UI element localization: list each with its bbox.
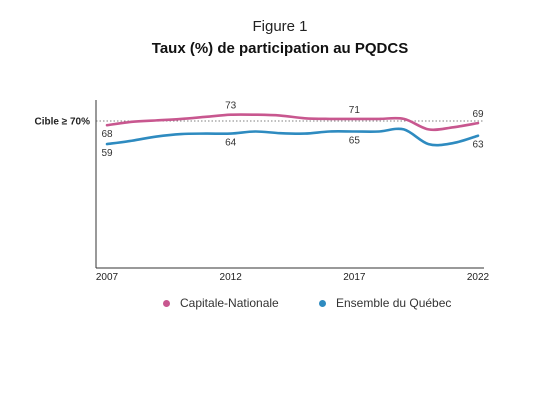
data-label-ensemble-du-quebec: 63 (472, 140, 484, 151)
series-line-ensemble-du-quebec (105, 127, 480, 147)
data-label-ensemble-du-quebec: 59 (101, 148, 113, 159)
x-tick-label: 2012 (220, 272, 243, 283)
legend-swatch-capitale-nationale (163, 299, 170, 307)
legend: Capitale-Nationale Ensemble du Québec (0, 296, 560, 314)
series-layer (105, 113, 480, 147)
figure-label: Figure 1 (252, 18, 308, 35)
data-label-capitale-nationale: 68 (101, 129, 113, 140)
data-labels: 68 73 71 69 59 64 65 63 (101, 101, 484, 159)
data-label-capitale-nationale: 71 (349, 105, 361, 116)
legend-item-ensemble-du-quebec: Ensemble du Québec (319, 296, 451, 310)
x-tick-label: 2022 (467, 272, 490, 283)
x-axis-ticks: 2007 2012 2017 2022 (96, 272, 490, 283)
chart-title: Taux (%) de participation au PQDCS (151, 40, 409, 57)
legend-swatch-ensemble-du-quebec (319, 299, 326, 307)
data-label-ensemble-du-quebec: 64 (225, 138, 237, 149)
x-tick-label: 2007 (96, 272, 119, 283)
data-label-capitale-nationale: 69 (472, 109, 484, 120)
x-tick-label: 2017 (343, 272, 366, 283)
legend-item-capitale-nationale: Capitale-Nationale (163, 296, 279, 310)
legend-label-ensemble-du-quebec: Ensemble du Québec (336, 296, 452, 310)
axes (95, 100, 484, 269)
data-label-capitale-nationale: 73 (225, 101, 237, 112)
legend-label-capitale-nationale: Capitale-Nationale (180, 296, 279, 310)
target-line-group: Cible ≥ 70% (34, 117, 484, 128)
series-line-capitale-nationale (105, 113, 480, 132)
target-label: Cible ≥ 70% (34, 117, 90, 128)
data-label-ensemble-du-quebec: 65 (349, 136, 361, 147)
